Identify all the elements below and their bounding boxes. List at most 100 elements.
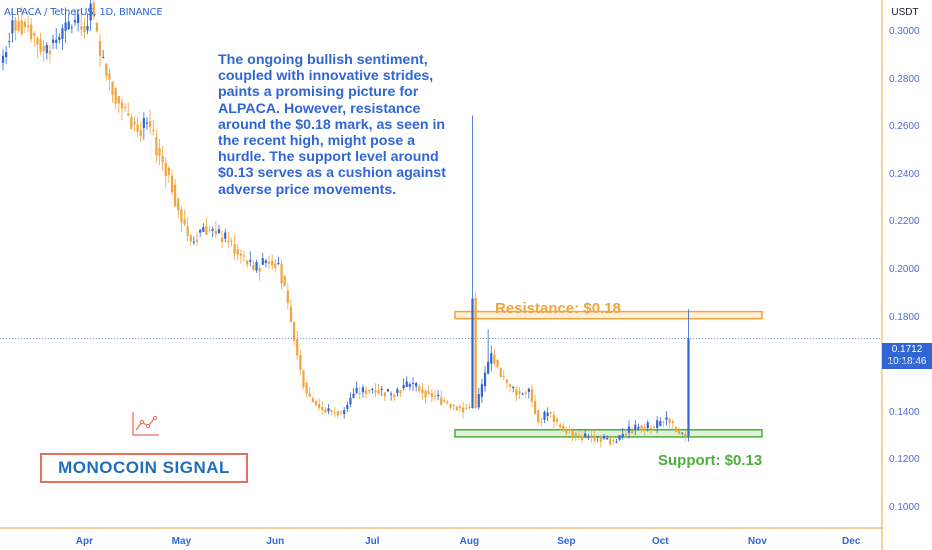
candle-body [524,392,527,394]
resistance-zone [454,310,763,320]
candle-body [480,384,483,397]
candle-body [161,156,164,163]
candle-body [361,387,365,393]
candle-body [483,372,487,387]
candle-body [61,28,64,39]
candle-body [296,338,299,356]
candle-body [77,14,80,24]
candle-body [305,383,308,394]
candle-body [677,430,681,434]
candle-body [449,404,452,408]
candle-body [512,387,515,389]
candle-body [311,398,314,402]
candle-body [505,379,509,383]
x-tick-label: Jul [365,536,380,547]
candle-body [490,353,493,364]
candle-body [580,435,584,441]
support-label: Support: $0.13 [658,452,763,469]
candle-body [330,410,333,412]
candle-body [590,435,593,437]
candle-body [221,237,224,243]
candle-body [552,415,555,422]
candle-body [687,338,690,437]
candle-body [411,382,415,384]
candle-body [577,435,581,437]
candle-body [618,435,621,440]
candle-body [26,25,30,28]
candle-body [584,433,587,437]
candle-body [433,395,437,397]
candle-body [565,429,568,434]
candle-body [149,121,152,128]
candle-body [452,404,455,406]
candle-body [42,45,45,52]
candle-body [390,393,393,395]
candle-body [487,361,490,374]
candle-body [8,41,11,43]
candle-body [659,421,662,426]
candle-body [568,429,571,431]
candle-body [123,106,127,108]
candle-body [393,394,396,398]
candle-body [336,411,340,416]
candle-body [1,55,5,63]
candle-body [177,199,180,211]
candle-body [89,3,92,21]
y-tick-label: 0.2800 [889,73,920,85]
candle-body [665,417,668,420]
candle-body [649,427,653,430]
candle-body [83,26,86,33]
candle-body [217,229,221,234]
candle-body [602,435,606,439]
candle-body [139,130,142,136]
candle-body [246,260,249,265]
candle-body [186,226,189,237]
candle-body [142,118,145,128]
candle-body [58,36,61,41]
candle-body [67,21,70,30]
candle-body [45,45,48,54]
candle-body [462,407,465,413]
candle-body [543,411,546,420]
ticker-label[interactable]: ALPACA / TetherUS, 1D, BINANCE [4,7,163,18]
candle-body [95,22,98,32]
candle-body [421,389,424,394]
candle-body [274,263,277,269]
candle-body [277,262,280,265]
candle-body [430,393,433,397]
y-tick-label: 0.1400 [889,406,920,418]
chart-line-icon [132,412,159,436]
candle-body [559,424,562,427]
candle-body [230,240,233,242]
candle-body [424,390,427,398]
resistance-label: Resistance: $0.18 [495,300,621,317]
candle-body [549,412,552,414]
candle-body [167,167,170,175]
candle-body [374,390,377,393]
candle-body [227,241,230,243]
annotation-text: The ongoing bullish sentiment, coupled w… [218,52,446,198]
candle-body [427,390,430,394]
x-tick-label: May [171,536,192,547]
current-price-tag: 0.1712 10:18:46 [882,343,932,369]
y-tick-label: 0.2000 [889,263,920,275]
candle-body [446,401,449,404]
candle-body [30,24,33,40]
candle-body [440,397,443,405]
candle-body [252,264,255,270]
candle-body [205,226,208,235]
candle-body [436,394,440,397]
currency-label[interactable]: USDT [891,7,919,18]
candle-body [308,393,311,397]
candle-body [562,425,565,431]
candle-body [587,436,590,438]
candle-body [271,260,274,266]
candle-body [399,390,402,394]
candle-body [23,21,27,28]
candle-body [189,235,192,242]
candle-body [158,147,161,156]
candle-body [612,440,615,442]
candle-body [48,50,52,55]
candle-body [55,39,58,43]
